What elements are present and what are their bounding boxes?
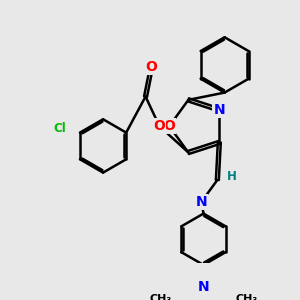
Text: N: N: [198, 280, 209, 294]
Text: CH₃: CH₃: [150, 293, 172, 300]
Text: O: O: [163, 119, 175, 133]
Text: CH₃: CH₃: [235, 293, 257, 300]
Text: O: O: [146, 60, 158, 74]
Text: N: N: [196, 195, 207, 209]
Text: Cl: Cl: [54, 122, 67, 135]
Text: N: N: [214, 103, 225, 117]
Text: H: H: [227, 169, 237, 182]
Text: O: O: [153, 119, 165, 133]
